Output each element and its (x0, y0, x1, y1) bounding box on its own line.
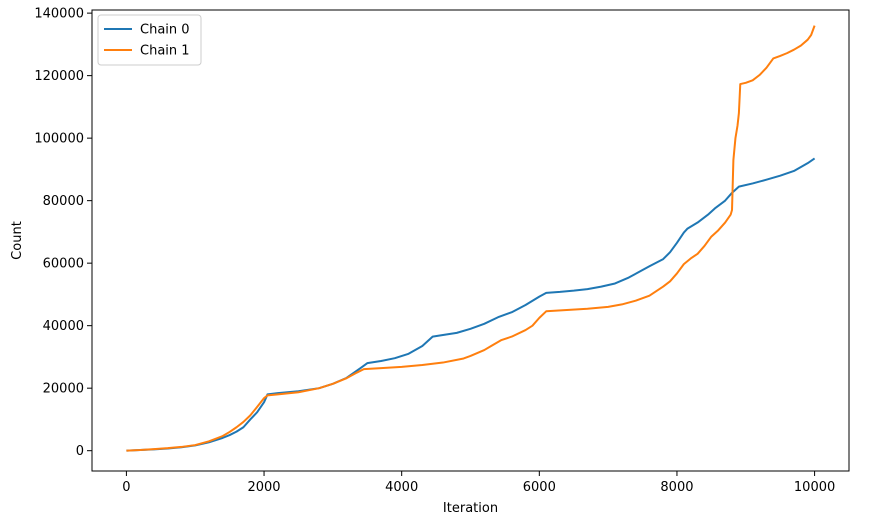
legend-label-chain-1: Chain 1 (140, 44, 190, 59)
y-tick-label: 60000 (43, 257, 84, 272)
series-line-chain-0 (126, 157, 816, 452)
plot-area (91, 9, 850, 472)
x-tick-label: 4000 (385, 480, 418, 495)
y-tick-label: 120000 (34, 69, 84, 84)
x-tick-label: 8000 (660, 480, 693, 495)
legend-label-chain-0: Chain 0 (140, 23, 190, 38)
x-tick-label: 0 (122, 480, 130, 495)
x-tick-label: 2000 (247, 480, 280, 495)
y-tick-label: 100000 (34, 132, 84, 147)
y-tick-label: 80000 (43, 194, 84, 209)
y-tick-label: 40000 (43, 319, 84, 334)
y-tick-label: 0 (76, 444, 84, 459)
y-axis-label: Count (10, 221, 25, 260)
plot-frame (91, 9, 850, 472)
legend: Chain 0 Chain 1 (97, 14, 202, 66)
series-layer (126, 25, 816, 452)
x-tick-label: 10000 (794, 480, 835, 495)
series-line-chain-1 (126, 25, 816, 452)
y-tick-label: 140000 (34, 7, 84, 22)
legend-box (97, 14, 202, 66)
y-tick-label: 20000 (43, 382, 84, 397)
x-tick-label: 6000 (523, 480, 556, 495)
axes-layer: 0 2000 4000 6000 8000 10000020000400006000080… (34, 7, 835, 495)
x-axis-label: Iteration (443, 501, 498, 516)
